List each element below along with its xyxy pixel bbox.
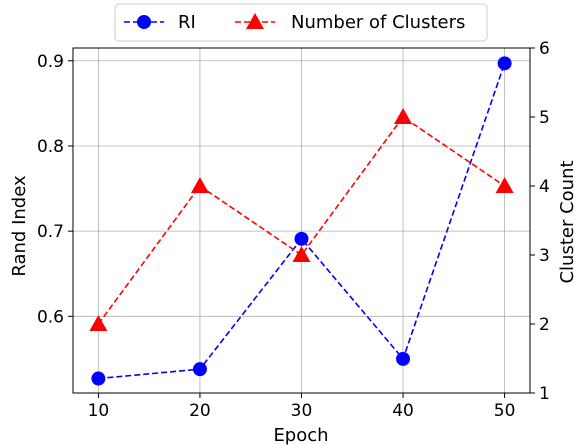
data-point-clusters [495,177,514,193]
left-y-tick-label: 0.9 [37,52,64,72]
data-point-ri [396,351,411,366]
legend-ri-label: RI [178,12,196,33]
x-tick-label: 40 [392,401,414,421]
ticks: 10 20 30 40 50 0.6 0.7 0.8 0.9 1 2 3 4 5 6 [37,39,550,421]
legend-ri-marker [137,15,151,29]
left-y-tick-label: 0.8 [37,137,64,157]
legend-clusters-label: Number of Clusters [291,12,465,33]
right-y-tick-label: 1 [539,384,550,404]
series-line-clusters [97,115,506,325]
right-y-tick-label: 2 [539,315,550,335]
legend-box [114,3,488,42]
series-line-ri [98,63,506,380]
left-y-tick-label: 0.7 [37,222,64,242]
data-point-ri [294,231,309,246]
data-point-ri [497,56,512,71]
data-point-clusters [292,246,311,262]
data-point-clusters [190,177,209,193]
x-tick-label: 30 [291,401,313,421]
right-y-tick-label: 6 [539,39,550,59]
right-y-tick-label: 5 [539,108,550,128]
data-point-clusters [89,315,108,331]
legend: RI Number of Clusters [114,3,488,42]
data-point-clusters [394,108,413,124]
x-tick-label: 20 [189,401,211,421]
x-axis-label: Epoch [273,425,328,445]
left-y-tick-label: 0.6 [37,307,64,327]
x-tick-label: 50 [494,401,516,421]
right-y-tick-label: 3 [539,246,550,266]
right-y-tick-label: 4 [539,177,550,197]
series-layer [89,56,514,386]
right-axis-label: Cluster Count [557,160,575,283]
data-point-ri [192,362,207,377]
legend-clusters-marker [246,13,264,29]
grid [73,48,530,393]
left-axis-label: Rand Index [9,175,30,277]
x-tick-label: 10 [88,401,110,421]
data-point-ri [91,371,106,386]
